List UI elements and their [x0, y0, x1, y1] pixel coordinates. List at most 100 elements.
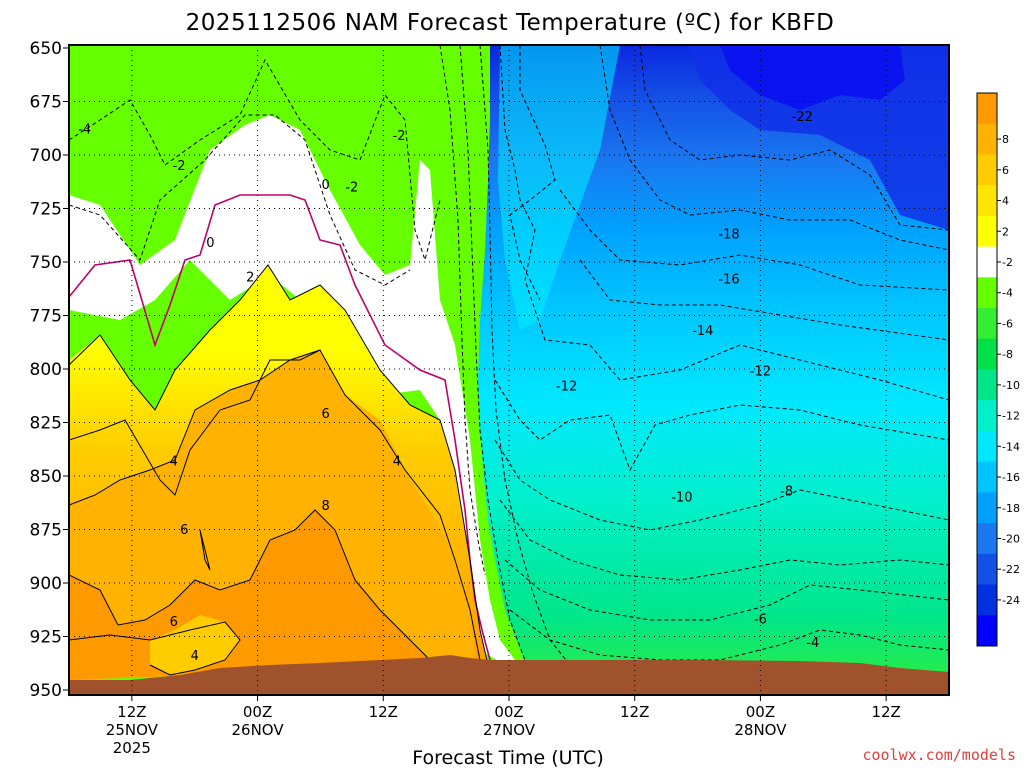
- y-tick-label: 650: [30, 39, 62, 59]
- contour-label: -4: [78, 123, 91, 138]
- contour-label: -6: [754, 613, 767, 628]
- colorbar-label: -16: [1002, 471, 1020, 484]
- colorbar-label: 4: [1002, 195, 1009, 208]
- colorbar-swatch: [977, 185, 997, 217]
- colorbar-label: -24: [1002, 594, 1020, 607]
- colorbar-label: -14: [1002, 440, 1020, 453]
- x-tick-label: 25NOV: [106, 721, 159, 739]
- coldest-core-fill: [720, 45, 905, 110]
- cold-isotherms: [69, 45, 949, 666]
- colorbar-swatch: [977, 308, 997, 340]
- y-tick-label: 825: [30, 414, 62, 434]
- y-tick-label: 950: [30, 681, 62, 701]
- colorbar-label: -20: [1002, 532, 1020, 545]
- colorbar-swatch: [977, 123, 997, 155]
- warm-isotherms: [69, 264, 489, 676]
- zero-degree-isotherm: [69, 194, 491, 661]
- colorbar-label: -4: [1002, 287, 1013, 300]
- x-tick-label: 28NOV: [734, 721, 787, 739]
- contour-label: -2: [345, 180, 358, 195]
- colorbar-label: -18: [1002, 502, 1020, 515]
- plot-area: [69, 45, 949, 695]
- colorbar-label: 2: [1002, 225, 1009, 238]
- x-tick-label: 00Z: [243, 703, 272, 721]
- y-tick-label: 700: [30, 146, 62, 166]
- contour-label: -2: [393, 129, 406, 144]
- colorbar: 8 6 4 2 -2 -4 -6 -8 -10 -12 -14 -16 -18 -20 -22 -24: [976, 92, 1020, 647]
- y-tick-label: 725: [30, 200, 62, 220]
- contour-label: -14: [692, 324, 713, 339]
- colorbar-label: -6: [1002, 317, 1013, 330]
- freezing-band-fill: [69, 115, 515, 665]
- contour-label: 8: [322, 499, 330, 514]
- y-axis: 650 675 700 725 750 775 800 825 850 875 900 925 950: [30, 39, 69, 701]
- contour-label: 6: [180, 523, 188, 538]
- colorbar-label: 8: [1002, 133, 1009, 146]
- x-axis-label: Forecast Time (UTC): [412, 747, 603, 768]
- contour-label: -12: [750, 364, 771, 379]
- x-tick-label: 12Z: [117, 703, 146, 721]
- chart-title: 2025112506 NAM Forecast Temperature (ºC)…: [186, 10, 835, 36]
- x-tick-label: 2025: [113, 739, 151, 757]
- cyan-wedge-fill: [498, 45, 620, 330]
- contour-label: -16: [718, 272, 739, 287]
- y-tick-label: 675: [30, 93, 62, 113]
- colorbar-swatch: [977, 369, 997, 401]
- contour-label: -2: [173, 159, 186, 174]
- colorbar-swatch: [977, 277, 997, 309]
- colorbar-label: 6: [1002, 164, 1009, 177]
- colorbar-swatch: [977, 246, 997, 278]
- contour-label: -12: [556, 379, 577, 394]
- colorbar-label: -10: [1002, 379, 1020, 392]
- x-tick-label: 00Z: [494, 703, 523, 721]
- colorbar-swatch: [977, 215, 997, 248]
- contour-label: 4: [393, 454, 401, 469]
- y-tick-label: 775: [30, 307, 62, 327]
- x-tick-label: 12Z: [620, 703, 649, 721]
- contour-label: -10: [671, 491, 692, 506]
- orange-region-fill: [69, 350, 475, 680]
- x-tick-label: 12Z: [871, 703, 900, 721]
- y-tick-label: 800: [30, 360, 62, 380]
- y-tick-label: 750: [30, 253, 62, 273]
- warm-pocket-fill: [150, 615, 240, 675]
- x-tick-label: 00Z: [746, 703, 775, 721]
- colorbar-swatch: [977, 584, 997, 616]
- y-tick-label: 925: [30, 628, 62, 648]
- credit-text: coolwx.com/models: [862, 746, 1016, 764]
- cold-region-fill: [478, 45, 949, 695]
- contour-label: -22: [792, 110, 813, 125]
- colorbar-frame: [976, 92, 998, 647]
- colorbar-swatch: [977, 553, 997, 586]
- colorbar-swatch: [977, 523, 997, 555]
- contour-label: 4: [191, 649, 199, 664]
- y-tick-label: 900: [30, 574, 62, 594]
- y-tick-label: 850: [30, 467, 62, 487]
- x-tick-label: 26NOV: [232, 721, 285, 739]
- colorbar-label: -8: [1002, 348, 1013, 361]
- colorbar-label: -12: [1002, 410, 1020, 423]
- colorbar-label: -22: [1002, 563, 1020, 576]
- contour-label: 0: [322, 178, 330, 193]
- contour-label: 0: [206, 236, 214, 251]
- colorbar-swatch: [977, 615, 997, 647]
- colorbar-swatch: [977, 93, 997, 125]
- contour-label: -18: [718, 227, 739, 242]
- contour-label: 6: [322, 407, 330, 422]
- contour-label: 2: [246, 270, 254, 285]
- colorbar-swatch: [977, 400, 997, 432]
- contour-label: 4: [170, 454, 178, 469]
- x-tick-label: 27NOV: [483, 721, 536, 739]
- contour-label: 6: [170, 615, 178, 630]
- x-tick-label: 12Z: [369, 703, 398, 721]
- y-tick-label: 875: [30, 521, 62, 541]
- colorbar-swatch: [977, 461, 997, 493]
- colorbar-swatch: [977, 430, 997, 463]
- colorbar-swatch: [977, 154, 997, 186]
- colorbar-swatch: [977, 492, 997, 524]
- grid-lines: [69, 45, 949, 695]
- colorbar-label: -2: [1002, 256, 1013, 269]
